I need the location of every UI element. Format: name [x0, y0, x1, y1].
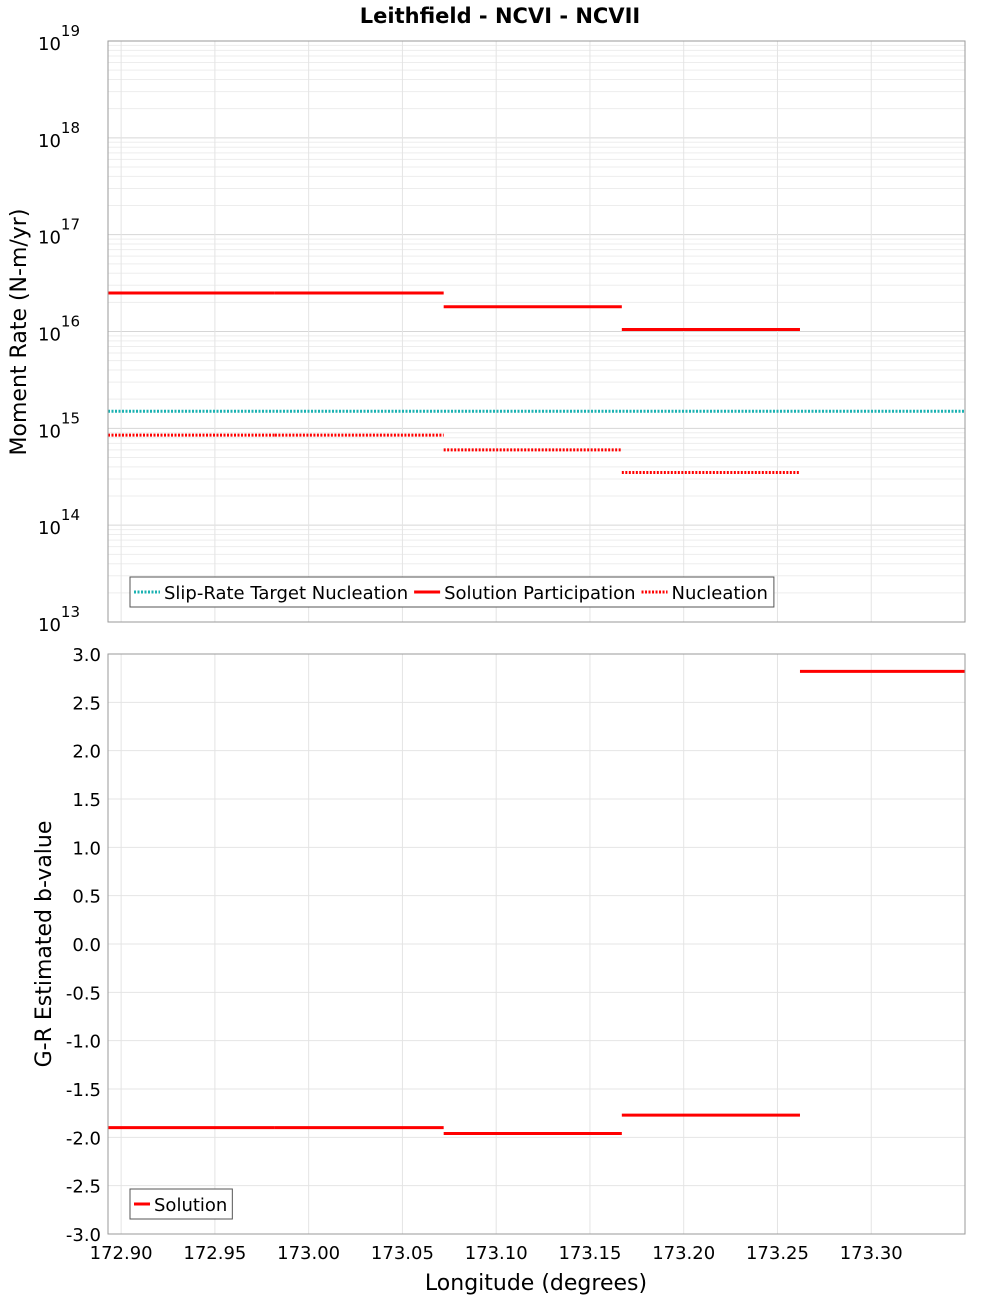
y-tick-base: 10 [38, 325, 61, 346]
y-tick-exponent: 14 [61, 506, 80, 524]
x-tick-label: 173.30 [840, 1243, 903, 1264]
moment-rate-y-axis-title: Moment Rate (N-m/yr) [7, 209, 32, 456]
x-tick-label: 173.20 [652, 1243, 715, 1264]
y-tick-base: 10 [38, 34, 61, 55]
x-tick-label: 173.00 [277, 1243, 340, 1264]
y-tick-label: 1014 [38, 506, 80, 539]
y-tick-exponent: 19 [61, 22, 80, 40]
y-tick-base: 10 [38, 615, 61, 636]
y-tick-label: 1017 [38, 216, 80, 249]
y-tick-label: 0.0 [72, 935, 101, 956]
y-tick-exponent: 15 [61, 409, 80, 427]
legend-label: Nucleation [672, 583, 768, 604]
y-tick-exponent: 13 [61, 603, 80, 621]
x-axis-title: Longitude (degrees) [425, 1271, 647, 1296]
moment-rate-grid [108, 41, 965, 623]
legend-label: Slip-Rate Target Nucleation [164, 583, 408, 604]
x-tick-label: 173.25 [746, 1243, 809, 1264]
y-tick-label: 2.0 [72, 742, 101, 763]
y-tick-exponent: 17 [61, 216, 80, 234]
y-tick-base: 10 [38, 421, 61, 442]
y-tick-base: 10 [38, 518, 61, 539]
y-tick-label: 0.5 [72, 887, 101, 908]
y-tick-label: -1.0 [66, 1032, 101, 1053]
x-tick-label: 172.90 [90, 1243, 153, 1264]
y-tick-base: 10 [38, 131, 61, 152]
moment-rate-series [108, 291, 965, 474]
y-tick-label: 1015 [38, 409, 80, 442]
x-tick-label: 172.95 [183, 1243, 246, 1264]
y-tick-label: 1018 [38, 119, 80, 152]
legend-label: Solution [154, 1195, 227, 1216]
y-tick-label: 1.0 [72, 838, 101, 859]
y-tick-label: -2.5 [66, 1177, 101, 1198]
x-tick-label: 173.05 [371, 1243, 434, 1264]
y-tick-label: -3.0 [66, 1225, 101, 1246]
b-value-legend: Solution [129, 1188, 233, 1220]
y-tick-label: 3.0 [72, 645, 101, 666]
y-tick-label: 1.5 [72, 790, 101, 811]
b-value-panel: -3.0 -2.5 -2.0 -1.5 -1.0 -0.5 0.0 0.5 1.0 1.5 2.0 2… [32, 645, 966, 1296]
x-tick-label: 173.15 [558, 1243, 621, 1264]
b-value-y-ticks: -3.0 -2.5 -2.0 -1.5 -1.0 -0.5 0.0 0.5 1.0 1.5 2.0 2… [66, 645, 101, 1246]
y-tick-label: -0.5 [66, 983, 101, 1004]
b-value-grid [108, 653, 965, 1235]
y-tick-label: -1.5 [66, 1080, 101, 1101]
b-value-y-axis-title: G-R Estimated b-value [32, 821, 57, 1068]
b-value-series [108, 669, 965, 1135]
y-tick-label: 1013 [38, 603, 80, 636]
y-tick-exponent: 16 [61, 313, 80, 331]
chart-title: Leithfield - NCVI - NCVII [360, 4, 640, 28]
y-tick-label: 2.5 [72, 693, 101, 714]
longitude-x-ticks: 172.90 172.95 173.00 173.05 173.10 173.15 173.… [90, 1243, 903, 1264]
moment-rate-plot-frame [107, 40, 966, 623]
y-tick-label: 1016 [38, 313, 80, 346]
y-tick-base: 10 [38, 228, 61, 249]
y-tick-label: -2.0 [66, 1128, 101, 1149]
b-value-plot-frame [107, 653, 966, 1235]
moment-rate-legend: Slip-Rate Target Nucleation Solution Part… [129, 576, 775, 608]
x-tick-label: 173.10 [465, 1243, 528, 1264]
y-tick-exponent: 18 [61, 119, 80, 137]
y-tick-label: 1019 [38, 22, 80, 55]
legend-label: Solution Participation [444, 583, 635, 604]
